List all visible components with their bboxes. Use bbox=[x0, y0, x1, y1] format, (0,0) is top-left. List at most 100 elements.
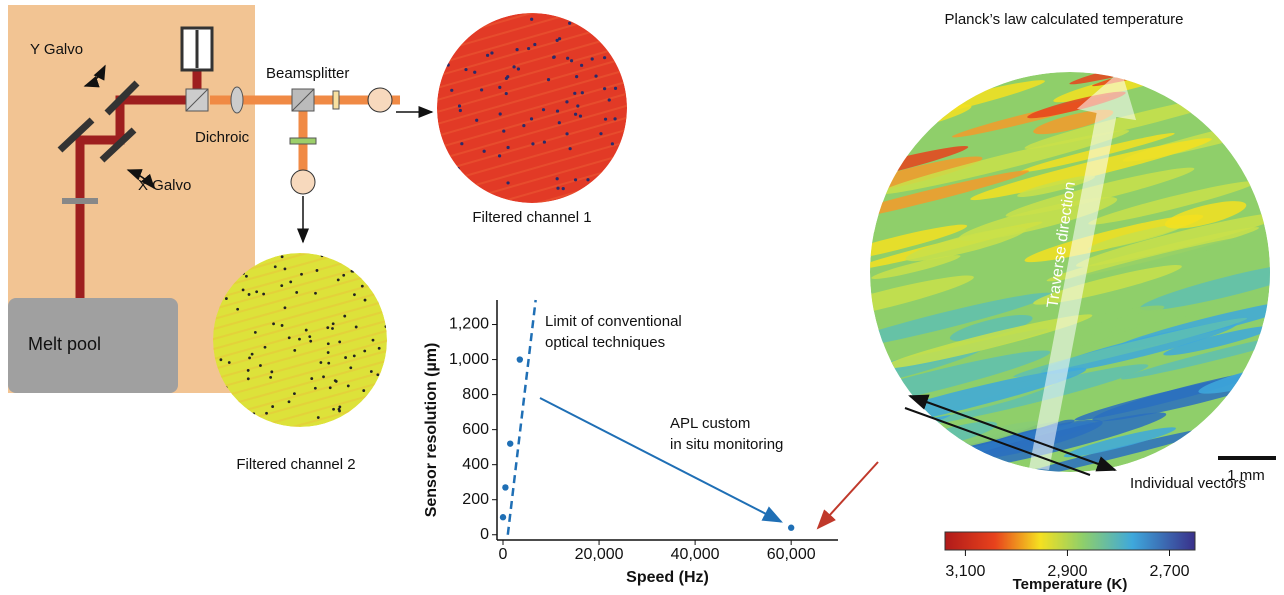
speck bbox=[435, 186, 438, 189]
speck bbox=[502, 129, 505, 132]
speck bbox=[314, 292, 317, 295]
colorbar-tick-label: 2,700 bbox=[1149, 563, 1189, 580]
speck bbox=[242, 288, 245, 291]
speck bbox=[608, 98, 611, 101]
speck bbox=[289, 281, 292, 284]
speck bbox=[547, 78, 550, 81]
colorbar bbox=[945, 532, 1195, 550]
speck bbox=[359, 424, 362, 427]
speck bbox=[264, 346, 267, 349]
speck bbox=[531, 142, 534, 145]
speck bbox=[613, 117, 616, 120]
speck bbox=[376, 373, 379, 376]
speck bbox=[462, 187, 465, 190]
speck bbox=[322, 375, 325, 378]
speck bbox=[486, 54, 489, 57]
speck bbox=[247, 377, 250, 380]
speck bbox=[329, 386, 332, 389]
speck bbox=[364, 299, 367, 302]
speck bbox=[456, 186, 459, 189]
stripe bbox=[819, 390, 920, 429]
speck bbox=[580, 64, 583, 67]
speck bbox=[344, 356, 347, 359]
figure: Y Galvo X Galvo Beamsplitter Dichroic Me… bbox=[0, 0, 1284, 595]
point bbox=[507, 440, 513, 446]
speck bbox=[553, 55, 556, 58]
speck bbox=[575, 75, 578, 78]
label: Individual vectors bbox=[1130, 475, 1246, 492]
speck bbox=[233, 417, 236, 420]
texture bbox=[430, 198, 640, 258]
speck bbox=[603, 87, 606, 90]
speck bbox=[385, 325, 388, 328]
speck bbox=[262, 293, 265, 296]
speck bbox=[569, 147, 572, 150]
speck bbox=[566, 57, 569, 60]
speck bbox=[368, 395, 371, 398]
speck bbox=[310, 377, 313, 380]
speck bbox=[507, 146, 510, 149]
speck bbox=[334, 379, 337, 382]
speck bbox=[498, 154, 501, 157]
speck bbox=[265, 412, 268, 415]
speck bbox=[347, 385, 350, 388]
speck bbox=[385, 265, 388, 268]
speck bbox=[490, 51, 493, 54]
speck bbox=[591, 57, 594, 60]
speck bbox=[505, 92, 508, 95]
speck bbox=[338, 406, 341, 409]
speck bbox=[608, 22, 611, 25]
speck bbox=[605, 18, 608, 21]
speck bbox=[522, 124, 525, 127]
speck bbox=[379, 391, 382, 394]
speck bbox=[338, 340, 341, 343]
title: Planck’s law calculated temperature bbox=[944, 11, 1183, 28]
speck bbox=[574, 178, 577, 181]
x-tick-label: 60,000 bbox=[767, 546, 816, 563]
speck bbox=[378, 421, 381, 424]
speck bbox=[436, 185, 439, 188]
speck bbox=[284, 267, 287, 270]
speck bbox=[558, 121, 561, 124]
speck bbox=[375, 403, 378, 406]
speck bbox=[293, 349, 296, 352]
speck bbox=[623, 200, 626, 203]
annotation: optical techniques bbox=[545, 334, 665, 351]
speck bbox=[342, 274, 345, 277]
speck bbox=[543, 140, 546, 143]
speck bbox=[252, 412, 255, 415]
speck bbox=[352, 421, 355, 424]
speck bbox=[624, 193, 627, 196]
speck bbox=[565, 132, 568, 135]
speck bbox=[611, 142, 614, 145]
speck bbox=[219, 358, 222, 361]
speck bbox=[259, 364, 262, 367]
speck bbox=[295, 291, 298, 294]
speck bbox=[352, 270, 355, 273]
speck bbox=[480, 88, 483, 91]
speck bbox=[458, 104, 461, 107]
speck bbox=[338, 410, 341, 413]
speck bbox=[309, 340, 312, 343]
speck bbox=[558, 37, 561, 40]
y-tick-label: 1,000 bbox=[449, 351, 489, 368]
label: X Galvo bbox=[138, 177, 191, 194]
speck bbox=[314, 387, 317, 390]
speck bbox=[251, 353, 254, 356]
speck bbox=[556, 109, 559, 112]
stripe bbox=[823, 423, 944, 462]
speck bbox=[238, 413, 241, 416]
speck bbox=[604, 184, 607, 187]
speck bbox=[573, 92, 576, 95]
speck bbox=[517, 67, 520, 70]
stripe bbox=[892, 466, 1065, 526]
speck bbox=[236, 308, 239, 311]
speck bbox=[604, 118, 607, 121]
annotation: APL custom bbox=[670, 415, 750, 432]
x-tick-label: 0 bbox=[499, 546, 508, 563]
speck bbox=[611, 165, 614, 168]
stripe bbox=[1068, 26, 1280, 89]
speck bbox=[300, 273, 303, 276]
speck bbox=[362, 389, 365, 392]
y-axis-title: Sensor resolution (µm) bbox=[423, 343, 440, 518]
